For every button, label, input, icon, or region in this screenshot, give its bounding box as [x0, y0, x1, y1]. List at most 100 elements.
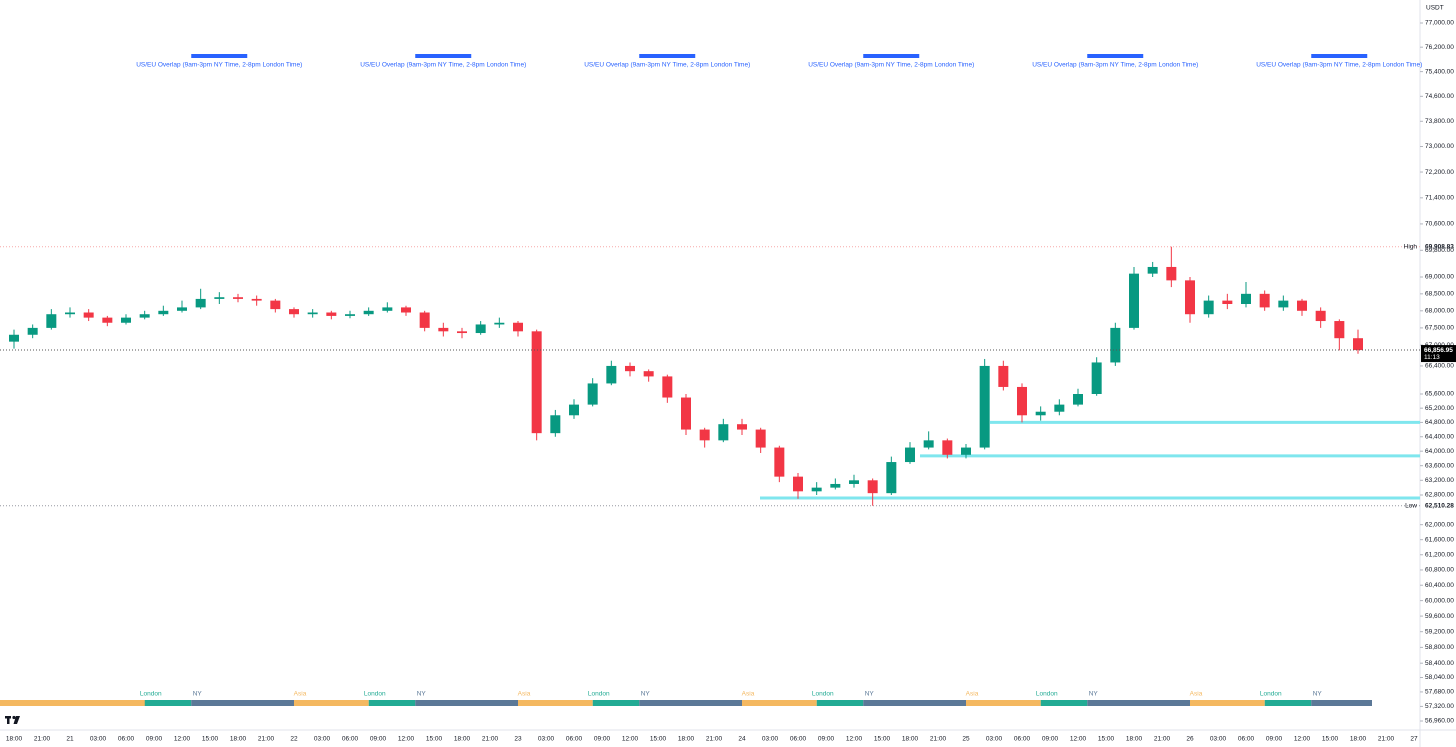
- session-band: [816, 700, 864, 706]
- y-tick-label: 62,800.00: [1425, 492, 1454, 499]
- low_level-label: Low: [1405, 502, 1417, 509]
- overlap-marker: [1087, 54, 1144, 58]
- y-tick-label: 57,680.00: [1425, 689, 1454, 696]
- session-label: Asia: [518, 691, 531, 698]
- y-tick-label: 64,800.00: [1425, 419, 1454, 426]
- x-tick-label: 09:00: [146, 736, 163, 743]
- x-tick-label: 18:00: [902, 736, 919, 743]
- candle-body: [905, 447, 915, 463]
- candle-body: [755, 429, 766, 448]
- candle-body: [27, 327, 38, 335]
- x-tick-label: 15:00: [874, 736, 891, 743]
- countdown: 11:13: [1424, 354, 1440, 361]
- candle-body: [1259, 293, 1270, 308]
- candle-body: [1353, 338, 1363, 351]
- x-tick-label: 09:00: [594, 736, 611, 743]
- candle-body: [923, 440, 934, 448]
- candle-body: [1035, 411, 1046, 416]
- x-tick-label: 03:00: [538, 736, 555, 743]
- high_level-value: 69,908.83: [1425, 243, 1454, 250]
- session-label: Asia: [966, 691, 979, 698]
- candle-body: [1334, 321, 1345, 339]
- candle-body: [158, 310, 169, 315]
- y-tick-label: 57,320.00: [1425, 703, 1454, 710]
- session-band: [1311, 700, 1372, 706]
- x-tick-label: 12:00: [846, 736, 863, 743]
- x-tick-label: 06:00: [342, 736, 359, 743]
- y-tick-label: 71,400.00: [1425, 195, 1454, 202]
- y-tick-label: 60,800.00: [1425, 567, 1454, 574]
- candle-body: [1054, 404, 1065, 412]
- session-band: [592, 700, 640, 706]
- candle-body: [961, 447, 971, 455]
- candle-body: [718, 424, 729, 441]
- x-tick-label: 12:00: [398, 736, 415, 743]
- x-tick-label: 15:00: [202, 736, 219, 743]
- tv-logo: [5, 715, 20, 724]
- last-price-box: [1421, 345, 1456, 363]
- x-tick-label: 09:00: [818, 736, 835, 743]
- session-label: NY: [865, 691, 875, 698]
- candle-body: [1278, 300, 1289, 308]
- session-band: [191, 700, 294, 706]
- x-tick-label: 18:00: [1350, 736, 1367, 743]
- candle-body: [849, 480, 859, 484]
- candle-body: [662, 376, 673, 398]
- y-tick-label: 59,600.00: [1425, 613, 1454, 620]
- overlap-label: US/EU Overlap (9am-3pm NY Time, 2-8pm Lo…: [808, 62, 974, 69]
- x-tick-label: 15:00: [650, 736, 667, 743]
- candle-body: [46, 314, 57, 328]
- candle-body: [643, 371, 654, 377]
- candle-body: [1091, 362, 1102, 395]
- candle-body: [681, 397, 691, 430]
- session-label: NY: [417, 691, 427, 698]
- session-band: [863, 700, 966, 706]
- overlap-label: US/EU Overlap (9am-3pm NY Time, 2-8pm Lo…: [1256, 62, 1422, 69]
- candle-body: [1297, 300, 1307, 311]
- x-tick-label: 18:00: [1126, 736, 1143, 743]
- y-tick-label: 58,400.00: [1425, 660, 1454, 667]
- x-tick-label: 06:00: [118, 736, 135, 743]
- candle-body: [401, 307, 411, 313]
- x-tick-label: 06:00: [790, 736, 807, 743]
- y-tick-label: 70,600.00: [1425, 221, 1454, 228]
- x-tick-label: 18:00: [230, 736, 247, 743]
- x-tick-label: 06:00: [1238, 736, 1255, 743]
- x-tick-label: 27: [1410, 736, 1418, 743]
- x-tick-label: 06:00: [566, 736, 583, 743]
- overlap-label: US/EU Overlap (9am-3pm NY Time, 2-8pm Lo…: [360, 62, 526, 69]
- y-tick-label: 61,200.00: [1425, 551, 1454, 558]
- y-tick-label: 67,500.00: [1425, 325, 1454, 332]
- x-tick-label: 18:00: [678, 736, 695, 743]
- x-tick-label: 21:00: [482, 736, 499, 743]
- candle-body: [886, 462, 897, 494]
- session-label: London: [812, 691, 834, 698]
- overlap-marker: [1311, 54, 1368, 58]
- session-band: [518, 700, 593, 706]
- session-label: NY: [1089, 691, 1099, 698]
- candle-body: [830, 483, 841, 488]
- x-tick-label: 03:00: [986, 736, 1003, 743]
- session-band: [415, 700, 518, 706]
- candle-body: [867, 480, 878, 494]
- candle-body: [419, 312, 430, 328]
- session-label: London: [1260, 691, 1282, 698]
- session-label: Asia: [1190, 691, 1203, 698]
- candle-body: [1166, 266, 1177, 281]
- session-label: NY: [193, 691, 203, 698]
- x-tick-label: 26: [1186, 736, 1194, 743]
- overlap-marker: [863, 54, 920, 58]
- candle-body: [438, 327, 449, 332]
- x-tick-label: 12:00: [622, 736, 639, 743]
- candle-body: [979, 365, 990, 448]
- x-tick-label: 09:00: [1266, 736, 1283, 743]
- y-tick-label: 74,600.00: [1425, 93, 1454, 100]
- y-tick-label: 73,800.00: [1425, 118, 1454, 125]
- candle-body: [345, 314, 355, 316]
- y-tick-label: 59,200.00: [1425, 628, 1454, 635]
- session-label: NY: [641, 691, 651, 698]
- candle-body: [83, 312, 94, 318]
- x-tick-label: 21:00: [1378, 736, 1395, 743]
